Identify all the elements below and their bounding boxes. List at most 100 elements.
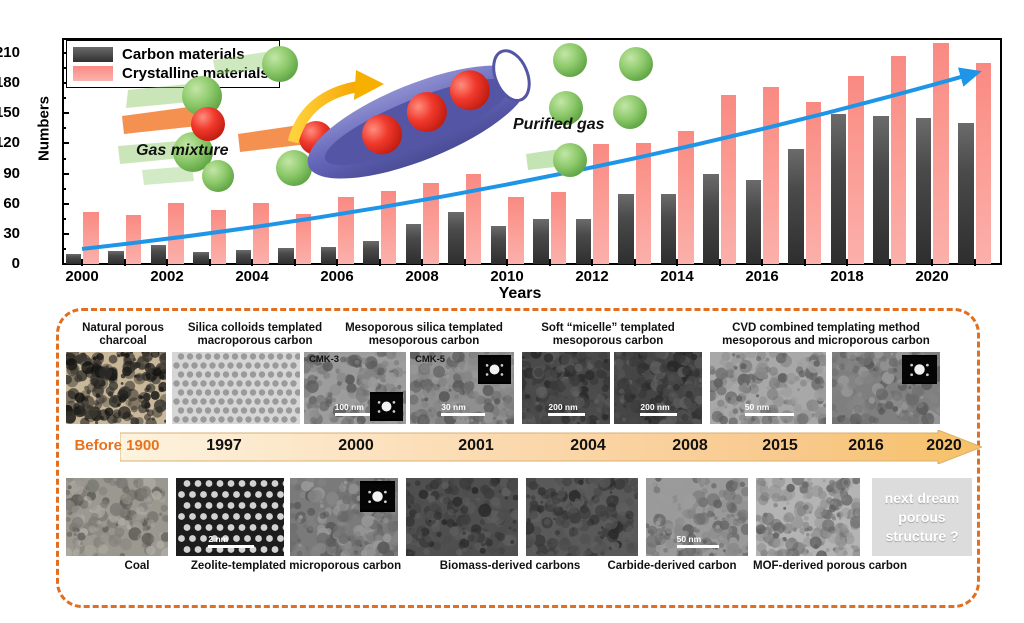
timeline-year-2008: 2008: [672, 437, 708, 454]
bar-crystalline-2016: [763, 87, 779, 264]
mof-derived-carbon-tem-2: [756, 478, 860, 556]
chart-legend: Carbon materials Crystalline materials: [66, 40, 280, 88]
y-tick-label: 180: [0, 74, 20, 92]
bar-carbon-2010: [490, 225, 506, 264]
x-tick-label: 2000: [65, 268, 99, 285]
charcoal-photo: [66, 352, 166, 424]
bar-carbon-2008: [405, 223, 421, 264]
x-tick-mark: [166, 259, 168, 266]
x-tick-mark: [973, 259, 976, 266]
y-tick-mark-minor: [62, 67, 66, 70]
y-tick-mark-minor: [62, 157, 66, 160]
carbide-derived-carbon-tem: [526, 478, 638, 556]
bar-carbon-2000: [65, 253, 81, 264]
bottom-label-carbide-derived: Carbide-derived carbon: [607, 560, 737, 572]
bar-carbon-2021: [958, 123, 974, 264]
microporous-carbon-tem-diffraction-inset: [360, 481, 395, 512]
y-tick-mark-minor: [62, 187, 66, 190]
y-tick-mark-minor: [62, 247, 66, 250]
green-molecule-icon: [549, 91, 583, 125]
bar-crystalline-2001: [125, 214, 141, 264]
legend-label-carbon: Carbon materials: [122, 46, 245, 63]
micelle-mesoporous-tem-2: 200 nm: [614, 352, 702, 424]
mof-derived-carbon-tem-1-scalebar-icon: [676, 545, 720, 548]
carbon-nanotube-icon: [307, 49, 531, 179]
x-tick-label: 2006: [320, 268, 354, 285]
zeolite-templated-tem-scalebar-label: 2 nm: [208, 534, 229, 544]
bar-crystalline-2018: [848, 76, 864, 264]
bar-carbon-2001: [108, 250, 124, 264]
green-molecule-icon: [553, 43, 587, 77]
bar-crystalline-2003: [210, 209, 226, 264]
title-line-1: Soft “micelle” templated: [541, 322, 675, 334]
cmk5-tem-tag: CMK-5: [415, 354, 446, 365]
cmk3-tem-diffraction-inset: [370, 392, 403, 421]
bar-carbon-2019: [873, 116, 889, 264]
bar-crystalline-2006: [338, 196, 354, 264]
y-tick-mark-minor: [62, 127, 66, 130]
cvd-microporous-tem: [832, 352, 940, 424]
bar-crystalline-2010: [508, 196, 524, 264]
legend-item-crystalline: Crystalline materials: [73, 64, 269, 83]
x-tick-label: 2016: [745, 268, 779, 285]
category-title-soft-micelle: Soft “micelle” templated mesoporous carb…: [520, 322, 696, 348]
bar-carbon-2002: [150, 244, 166, 264]
yellow-separation-arrow-icon: [287, 80, 363, 144]
green-molecule-icon: [182, 76, 222, 116]
y-tick-mark: [62, 263, 69, 265]
bar-crystalline-2004: [253, 202, 269, 264]
y-tick-mark: [62, 172, 69, 175]
bar-carbon-2003: [193, 251, 209, 264]
category-title-natural-charcoal: Natural porous charcoal: [64, 322, 182, 348]
green-molecule-icon: [173, 132, 213, 172]
x-tick-label: 2018: [830, 268, 864, 285]
bar-carbon-2004: [235, 249, 251, 264]
bar-crystalline-2019: [890, 56, 906, 264]
cvd-mesoporous-tem-scalebar-icon: [744, 413, 794, 416]
purified-gas-label: Purified gas: [513, 116, 605, 133]
timeline-year-2000: 2000: [338, 437, 374, 454]
x-tick-label: 2014: [660, 268, 694, 285]
bar-carbon-2013: [618, 193, 634, 264]
timeline-year-2020: 2020: [926, 437, 962, 454]
legend-swatch-crystalline-icon: [73, 66, 113, 81]
green-molecule-icon: [262, 46, 298, 82]
bar-carbon-2017: [788, 148, 804, 264]
bottom-label-coal: Coal: [124, 560, 150, 572]
micelle-mesoporous-tem-1-scalebar-icon: [548, 413, 586, 416]
cmk3-tem: CMK-3 100 nm: [304, 352, 406, 424]
x-tick-mark: [123, 259, 126, 266]
cmk3-tem-scalebar-icon: [334, 413, 378, 416]
x-tick-mark: [676, 259, 678, 266]
bar-carbon-2012: [575, 218, 591, 264]
x-tick-mark: [506, 259, 508, 266]
legend-label-crystalline: Crystalline materials: [122, 65, 269, 82]
bar-carbon-2018: [830, 114, 846, 264]
x-tick-mark: [633, 259, 636, 266]
y-tick-mark: [62, 112, 69, 115]
x-tick-mark: [293, 259, 296, 266]
title-line-1: CVD combined templating method: [732, 322, 920, 334]
illustration-svg: [118, 43, 653, 192]
timeline-year-1997: 1997: [206, 437, 242, 454]
y-tick-label: 60: [3, 194, 20, 212]
category-title-cvd-combined: CVD combined templating method mesoporou…: [690, 322, 962, 348]
x-tick-label: 2012: [575, 268, 609, 285]
y-tick-mark-minor: [62, 97, 66, 100]
green-molecule-icon: [276, 150, 312, 186]
micelle-mesoporous-tem-2-scalebar-icon: [640, 413, 678, 416]
cvd-microporous-tem-diffraction-inset: [902, 355, 937, 384]
x-tick-mark: [591, 259, 593, 266]
bottom-label-zeolite-templated: Zeolite-templated microporous carbon: [190, 560, 402, 572]
x-tick-label: 2008: [405, 268, 439, 285]
green-molecule-icon: [613, 95, 647, 129]
orange-gas-streaks: [122, 106, 308, 152]
cvd-mesoporous-tem: 50 nm: [710, 352, 826, 424]
zeolite-templated-tem: 2 nm: [176, 478, 284, 556]
x-tick-mark: [336, 259, 338, 266]
y-tick-mark: [62, 142, 69, 145]
bar-carbon-2009: [448, 211, 464, 264]
x-tick-mark: [421, 259, 423, 266]
x-tick-label: 2010: [490, 268, 524, 285]
x-tick-mark: [888, 259, 891, 266]
